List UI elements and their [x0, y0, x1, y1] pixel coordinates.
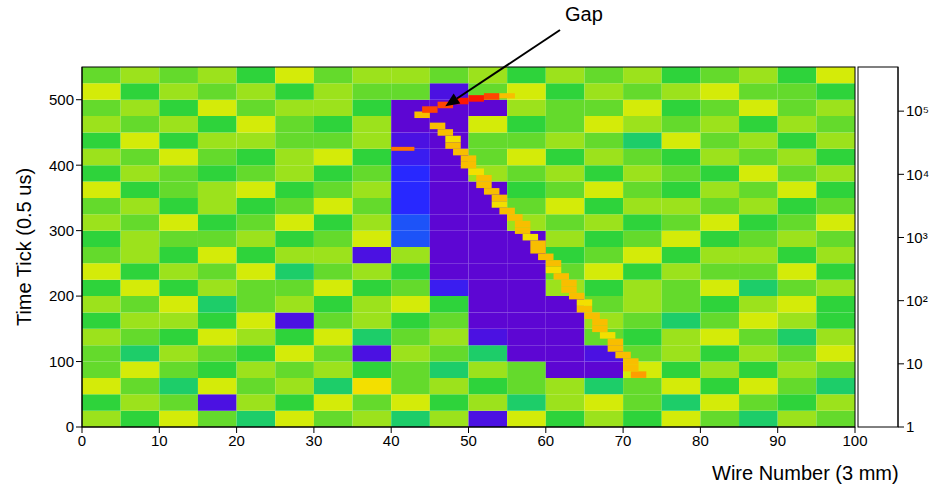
html-text:Wire Number (3 mm): Wire Number (3 mm)	[712, 462, 899, 484]
svg-text:10: 10	[906, 355, 923, 372]
svg-text:40: 40	[383, 432, 400, 449]
html-text:Gap: Gap	[565, 3, 603, 25]
svg-text:70: 70	[615, 432, 632, 449]
svg-text:300: 300	[49, 222, 74, 239]
svg-text:0: 0	[78, 432, 86, 449]
svg-text:10: 10	[151, 432, 168, 449]
svg-text:50: 50	[460, 432, 477, 449]
svg-text:400: 400	[49, 157, 74, 174]
svg-text:10³: 10³	[906, 229, 928, 246]
svg-text:20: 20	[228, 432, 245, 449]
svg-text:100: 100	[842, 432, 867, 449]
html-text:Time Tick (0.5 us): Time Tick (0.5 us)	[12, 167, 35, 327]
svg-text:1: 1	[906, 418, 914, 435]
svg-text:30: 30	[306, 432, 323, 449]
svg-text:200: 200	[49, 287, 74, 304]
svg-text:100: 100	[49, 353, 74, 370]
svg-text:10²: 10²	[906, 292, 928, 309]
svg-text:10⁴: 10⁴	[906, 166, 929, 183]
svg-text:60: 60	[537, 432, 554, 449]
svg-text:500: 500	[49, 91, 74, 108]
svg-text:80: 80	[692, 432, 709, 449]
svg-text:10⁵: 10⁵	[906, 102, 929, 119]
svg-text:0: 0	[66, 418, 74, 435]
svg-text:90: 90	[769, 432, 786, 449]
